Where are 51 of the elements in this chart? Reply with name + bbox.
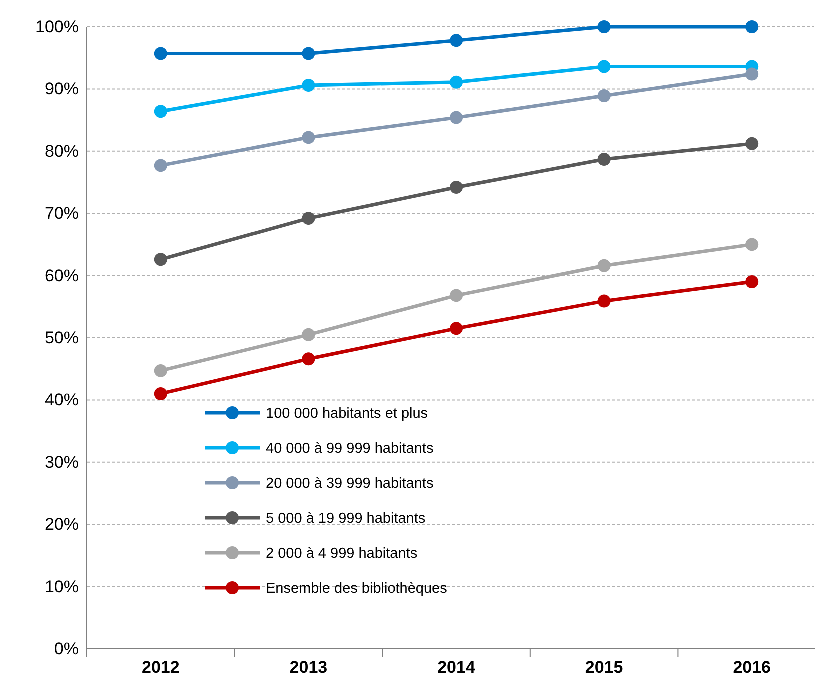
y-tick-label: 40% [44,390,79,410]
point [598,259,611,272]
point [598,90,611,103]
legend-label: 100 000 habitants et plus [266,406,428,422]
point [154,253,168,266]
legend-label: 2 000 à 4 999 habitants [266,546,418,562]
y-tick-label: 90% [44,80,79,99]
y-tick-label: 30% [44,452,79,472]
point [598,20,611,34]
point [746,137,759,150]
y-tick-label: 10% [44,577,79,596]
point [154,47,168,60]
point [450,289,463,302]
y-tick-label: 100% [36,17,79,36]
point [746,68,759,81]
y-tick-label: 70% [44,204,79,224]
point [154,159,168,172]
point [302,328,316,342]
point [450,111,463,124]
point [450,322,463,336]
point [746,276,759,289]
point [302,212,316,226]
legend-label: 40 000 à 99 999 habitants [266,441,434,457]
point [302,131,316,144]
x-tick-label: 2016 [733,658,772,678]
y-tick-label: 80% [44,142,79,161]
x-tick-label: 2014 [438,658,476,678]
legend-label: 5 000 à 19 999 habitants [266,511,426,527]
point [154,105,168,118]
legend-label: 20 000 à 39 999 habitants [266,476,434,492]
x-tick-label: 2015 [585,658,624,678]
point [746,238,759,252]
point [302,352,316,366]
y-tick-label: 20% [44,515,79,534]
y-tick-label: 50% [44,328,79,348]
point [302,47,316,60]
point [154,387,168,400]
y-tick-label: 0% [54,639,79,658]
x-tick-label: 2012 [142,658,180,678]
point [746,20,759,34]
x-tick-label: 2013 [290,658,328,678]
legend-label: Ensemble des bibliothèques [266,581,448,597]
point [302,78,316,92]
point [450,76,463,89]
point [598,294,611,308]
point [450,180,463,194]
point [154,364,168,378]
y-tick-label: 60% [44,266,79,286]
point [598,152,611,166]
point [450,34,463,48]
point [598,60,611,74]
